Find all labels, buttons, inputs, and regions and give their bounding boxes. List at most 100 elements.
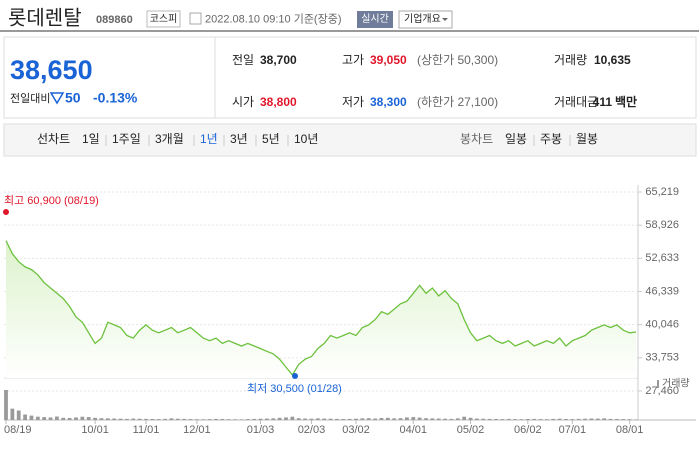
company-info-button[interactable] bbox=[398, 10, 453, 29]
volume-bar bbox=[347, 418, 352, 420]
volume-bar bbox=[252, 418, 257, 420]
volume-bar bbox=[532, 418, 537, 420]
volume-bar bbox=[188, 419, 193, 420]
market-badge bbox=[146, 10, 181, 28]
x-tick-label: 02/03 bbox=[298, 424, 326, 436]
stat-value: 38,300 bbox=[370, 95, 407, 109]
x-tick-label: 05/02 bbox=[457, 424, 485, 436]
volume-bar bbox=[4, 390, 8, 420]
volume-bar bbox=[201, 419, 206, 420]
volume-bar bbox=[335, 418, 339, 420]
volume-bar bbox=[443, 418, 447, 420]
legend-icon bbox=[657, 380, 659, 388]
y-tick-label: 27,460 bbox=[645, 385, 679, 397]
volume-bar bbox=[105, 418, 110, 420]
volume-bar bbox=[379, 417, 384, 420]
y-tick-label: 65,219 bbox=[645, 186, 679, 198]
volume-bar bbox=[455, 418, 460, 420]
volume-bar bbox=[150, 418, 155, 420]
x-tick-label: 08/01 bbox=[616, 424, 644, 436]
tab[interactable]: 10년 bbox=[294, 132, 318, 146]
volume-bar bbox=[430, 418, 435, 420]
volume-bar bbox=[35, 416, 40, 420]
volume-bar bbox=[373, 418, 377, 420]
volume-bar bbox=[258, 418, 263, 420]
volume-bar bbox=[80, 416, 85, 420]
volume-bar bbox=[424, 418, 428, 420]
volume-bar bbox=[545, 419, 549, 420]
volume-bar bbox=[309, 418, 314, 420]
realtime-button[interactable] bbox=[357, 11, 393, 28]
change-label: 전일대비 bbox=[10, 91, 50, 105]
tab[interactable]: 3개월 bbox=[155, 132, 184, 146]
volume-bar bbox=[468, 417, 473, 420]
change-pct: -0.13% bbox=[93, 90, 138, 106]
x-tick-label: 12/01 bbox=[183, 424, 211, 436]
tab[interactable]: 주봉 bbox=[540, 132, 562, 146]
price-line bbox=[5, 240, 637, 377]
volume-bar bbox=[195, 419, 199, 420]
stat-label: 시가 bbox=[232, 95, 254, 109]
volume-bar bbox=[513, 419, 517, 420]
volume-bar bbox=[10, 408, 15, 420]
volume-bar bbox=[392, 418, 397, 420]
volume-bar bbox=[277, 417, 282, 420]
tab[interactable]: 1주일 bbox=[112, 132, 141, 146]
volume-bar bbox=[99, 418, 104, 420]
volume-bar bbox=[214, 418, 218, 420]
volume-bar bbox=[226, 419, 231, 420]
volume-bar bbox=[608, 418, 613, 420]
tab[interactable]: 5년 bbox=[262, 132, 280, 146]
legend-label: 거래량 bbox=[662, 378, 690, 390]
market: 코스피 bbox=[150, 13, 178, 25]
volume-bar bbox=[55, 416, 59, 420]
tab[interactable]: 1일 bbox=[82, 132, 100, 146]
tab[interactable]: 월봉 bbox=[576, 132, 598, 146]
volume-bar bbox=[137, 418, 142, 420]
stat-note: (상한가 50,300) bbox=[417, 53, 498, 67]
price: 38,650 bbox=[10, 55, 93, 85]
timestamp: 2022.08.10 09:10 기준(장중) bbox=[205, 12, 342, 25]
volume-bar bbox=[303, 418, 307, 420]
volume-bar bbox=[627, 419, 632, 420]
tab-group-label: 봉차트 bbox=[460, 132, 493, 146]
volume-bar bbox=[487, 418, 492, 420]
volume-bar bbox=[360, 418, 365, 420]
volume-bar bbox=[417, 417, 422, 420]
volume-bar bbox=[220, 418, 225, 420]
volume-bar bbox=[74, 417, 78, 420]
volume-bar bbox=[265, 418, 269, 420]
high-annotation: 최고 60,900 (08/19) bbox=[4, 194, 99, 207]
area bbox=[6, 240, 636, 378]
stat-label: 전일 bbox=[232, 53, 254, 67]
volume-bar bbox=[570, 419, 575, 420]
volume-bar bbox=[500, 419, 505, 420]
volume-bar bbox=[506, 418, 511, 420]
volume-bar bbox=[207, 419, 212, 420]
down-triangle bbox=[49, 92, 65, 105]
volume-bar bbox=[405, 417, 409, 420]
volume-bar bbox=[322, 418, 327, 420]
volume-bar bbox=[557, 418, 562, 420]
tab[interactable]: 3년 bbox=[230, 132, 248, 146]
realtime-label[interactable]: 실시간 bbox=[361, 13, 389, 25]
x-tick-label: 10/01 bbox=[81, 424, 109, 436]
y-tick-label: 52,633 bbox=[645, 252, 679, 264]
company-info-label[interactable]: 기업개요 bbox=[404, 12, 441, 25]
volume-bar bbox=[175, 418, 180, 420]
tab[interactable]: 1년 bbox=[200, 132, 218, 146]
volume-bar bbox=[169, 418, 174, 420]
tab[interactable]: 일봉 bbox=[505, 132, 527, 146]
volume-bar bbox=[245, 419, 250, 420]
tab-bar bbox=[3, 123, 697, 157]
volume-bar bbox=[475, 418, 479, 420]
low-annotation: 최저 30,500 (01/28) bbox=[247, 382, 342, 395]
dropdown-arrow bbox=[442, 18, 448, 21]
volume-bar bbox=[436, 418, 441, 420]
x-tick-label: 04/01 bbox=[400, 424, 428, 436]
stat-value: 38,800 bbox=[260, 95, 297, 109]
volume-bar bbox=[239, 419, 244, 420]
quote-box bbox=[3, 36, 697, 119]
volume-bar bbox=[290, 416, 295, 420]
